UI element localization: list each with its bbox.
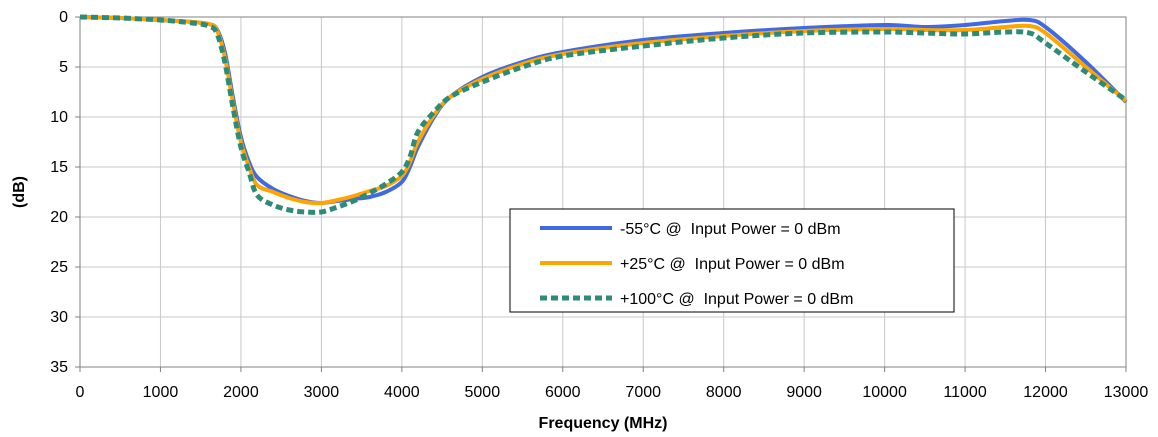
y-tick-label: 0 <box>59 9 68 26</box>
x-tick-label: 7000 <box>625 384 661 401</box>
y-tick-label: 30 <box>50 309 68 326</box>
legend-entries: -55°C @ Input Power = 0 dBm +25°C @ Input… <box>540 221 853 308</box>
x-tick-label: 1000 <box>143 384 179 401</box>
plot-area <box>80 17 1126 367</box>
y-tick-label: 15 <box>50 159 68 176</box>
x-tick-label: 8000 <box>706 384 742 401</box>
series-line-2 <box>79 15 1128 206</box>
x-tick-label: 2000 <box>223 384 259 401</box>
x-axis-ticks: 0 1000 2000 3000 4000 5000 6000 7000 8000 9000 100… <box>76 367 1149 401</box>
series-line-3 <box>79 14 1128 215</box>
y-tick-label: 35 <box>50 359 68 376</box>
x-tick-label: 3000 <box>304 384 340 401</box>
y-tick-label: 10 <box>50 109 68 126</box>
x-tick-label: 5000 <box>465 384 501 401</box>
x-tick-label: 11000 <box>943 384 986 401</box>
x-tick-label: 4000 <box>384 384 420 401</box>
x-tick-label: 13000 <box>1104 384 1149 401</box>
legend-label-1: -55°C @ Input Power = 0 dBm <box>620 221 841 238</box>
y-tick-label: 25 <box>50 259 68 276</box>
y-tick-label: 20 <box>50 209 68 226</box>
legend-label-2: +25°C @ Input Power = 0 dBm <box>620 256 845 273</box>
series-lines <box>79 14 1128 215</box>
x-tick-label: 9000 <box>786 384 822 401</box>
y-tick-label: 5 <box>59 59 68 76</box>
legend: -55°C @ Input Power = 0 dBm +25°C @ Input… <box>509 208 955 313</box>
x-tick-label: 10000 <box>862 384 907 401</box>
plot-border <box>79 16 1127 368</box>
x-tick-label: 0 <box>76 384 85 401</box>
y-axis-ticks: 0 5 10 15 20 25 30 35 <box>50 9 80 376</box>
x-tick-label: 12000 <box>1023 384 1068 401</box>
legend-label-3: +100°C @ Input Power = 0 dBm <box>620 291 853 308</box>
y-axis-title: (dB) <box>11 176 28 208</box>
x-axis-title: Frequency (MHz) <box>539 415 668 432</box>
x-tick-label: 6000 <box>545 384 581 401</box>
